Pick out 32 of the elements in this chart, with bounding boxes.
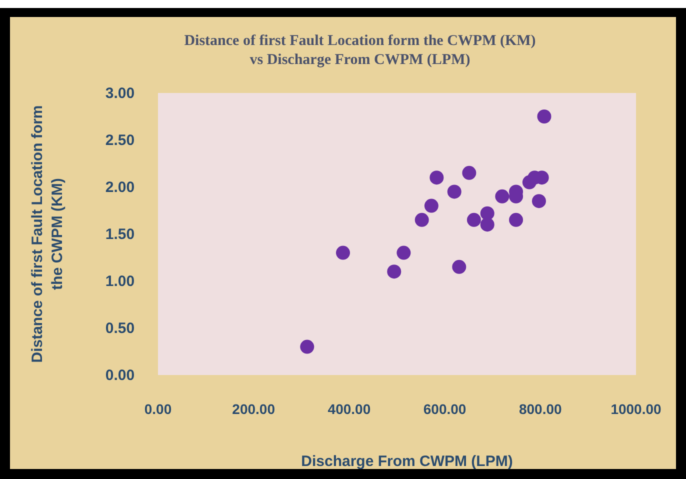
point: [387, 264, 402, 279]
x-tick-label: 200.00: [232, 401, 276, 417]
point: [495, 189, 510, 204]
y-tick-label: 3.00: [105, 85, 135, 102]
y-tick-label: 0.00: [105, 367, 135, 384]
point: [300, 340, 314, 354]
y-tick-label: 1.00: [105, 273, 135, 290]
point: [466, 212, 481, 227]
point: [414, 212, 429, 227]
y-axis-title: Distance of first Fault Location form the CWPM (KM): [29, 105, 66, 363]
point: [424, 198, 438, 213]
point: [452, 260, 466, 274]
point: [447, 184, 462, 199]
point: [336, 246, 350, 260]
point: [532, 194, 546, 208]
point: [480, 218, 494, 232]
y-tick-label: 0.50: [105, 320, 135, 337]
x-tick-label: 800.00: [518, 401, 562, 417]
x-tick-label: 0.00: [144, 401, 172, 417]
x-tick-label: 600.00: [423, 401, 466, 417]
x-tick-label: 1000.00: [610, 401, 662, 417]
point: [509, 212, 524, 227]
y-tick-label: 1.50: [105, 226, 135, 243]
x-tick-label: 400.00: [328, 401, 371, 417]
chart-title: Distance of first Fault Location form the CWPM (KM) vs Discharge From CWPM (LPM): [184, 33, 536, 68]
x-axis-title: Discharge From CWPM (LPM): [301, 453, 513, 470]
y-tick-label: 2.00: [105, 179, 135, 196]
point: [537, 110, 552, 124]
point: [396, 246, 411, 260]
point: [430, 170, 444, 185]
point: [462, 166, 476, 180]
y-tick-label: 2.50: [105, 132, 135, 149]
